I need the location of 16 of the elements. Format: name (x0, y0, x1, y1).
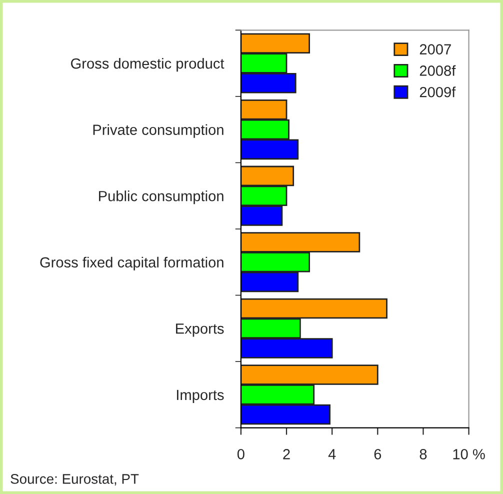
x-tick-label: 4 (328, 449, 336, 460)
source-note: Source: Eurostat, PT (10, 474, 139, 486)
y-tick-label: Private consumption (93, 124, 224, 138)
x-tick-label: 8 (420, 449, 427, 460)
y-tick-label: Gross fixed capital formation (40, 256, 224, 270)
y-tick-label: Exports (176, 324, 224, 337)
x-tick-label: 2 (283, 449, 290, 460)
y-tick-label: Gross domestic product (71, 58, 224, 72)
y-tick-label: Imports (177, 390, 224, 403)
x-tick-label: 10 % (453, 449, 485, 460)
y-tick-label: Public consumption (99, 190, 224, 204)
legend-label: 2008f (420, 65, 456, 76)
x-tick-label: 0 (237, 449, 244, 460)
legend-label: 2009f (420, 86, 456, 98)
x-tick-label: 6 (374, 449, 382, 460)
legend-label: 2007 (420, 44, 451, 54)
